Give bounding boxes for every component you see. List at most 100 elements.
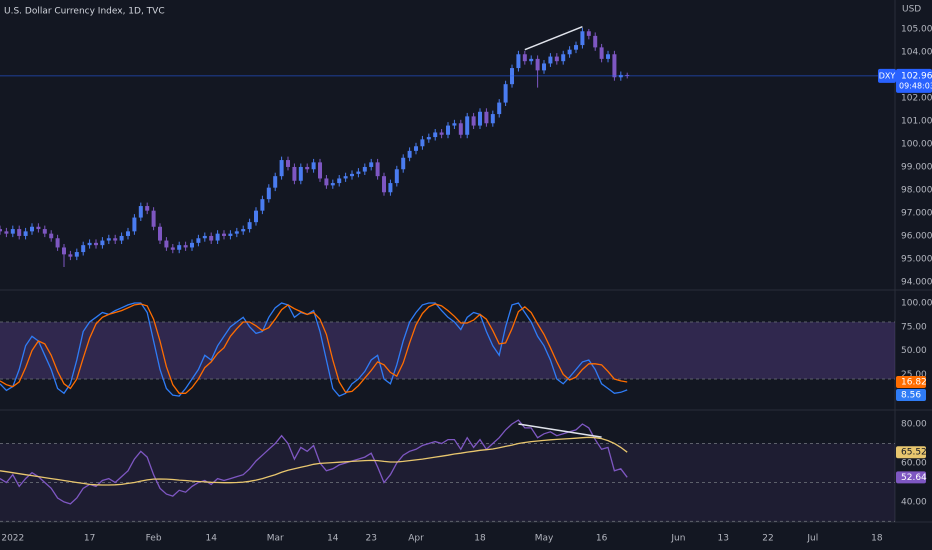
y-tick-label: 40.00 xyxy=(901,497,927,507)
candle-body xyxy=(625,74,630,76)
y-tick-label: 97.000 xyxy=(901,208,932,218)
candle-body xyxy=(279,160,284,177)
candle-body xyxy=(183,245,188,248)
y-tick-label: 25.00 xyxy=(901,370,927,380)
candle-body xyxy=(433,132,438,138)
candle-body xyxy=(247,222,252,230)
candle-body xyxy=(234,231,239,234)
candle-body xyxy=(55,238,60,248)
band-fill xyxy=(0,322,895,380)
candle-body xyxy=(561,54,566,62)
candle-body xyxy=(580,31,585,46)
price-label-box xyxy=(896,68,932,93)
candle-body xyxy=(266,187,271,200)
y-tick-label: 94.000 xyxy=(901,277,932,287)
candle-body xyxy=(273,176,278,188)
x-tick-label: 13 xyxy=(717,534,728,544)
candle-body xyxy=(158,226,163,241)
series-line xyxy=(0,303,628,394)
candle-body xyxy=(548,56,553,64)
y-tick-label: 96.000 xyxy=(901,231,932,241)
x-tick-label: 18 xyxy=(871,534,883,544)
x-tick-label: 18 xyxy=(474,534,486,544)
candle-body xyxy=(196,238,201,243)
y-tick-label: 105.000 xyxy=(901,24,932,34)
trend-line xyxy=(518,423,602,438)
x-tick-label: Apr xyxy=(408,534,424,544)
candle-body xyxy=(30,226,35,232)
x-tick-label: 23 xyxy=(365,534,376,544)
y-tick-label: 50.00 xyxy=(901,346,927,356)
last-value-label: 65.52 xyxy=(901,448,927,458)
x-tick-label: Jul xyxy=(806,534,818,544)
candle-body xyxy=(529,58,534,62)
candle-body xyxy=(311,162,316,170)
candle-body xyxy=(599,47,604,59)
candle-body xyxy=(484,111,489,124)
candle-body xyxy=(49,233,54,239)
y-tick-label: 98.000 xyxy=(901,185,932,195)
y-tick-label: 80.00 xyxy=(901,420,927,430)
candle-body xyxy=(490,114,495,124)
candle-body xyxy=(318,162,323,179)
x-tick-label: 14 xyxy=(205,534,217,544)
price-label: 102.960 xyxy=(901,71,932,81)
candle-body xyxy=(202,235,207,239)
candle-body xyxy=(356,171,361,174)
candle-body xyxy=(106,238,111,241)
candle-body xyxy=(369,162,374,167)
candle-body xyxy=(343,176,348,179)
candle-body xyxy=(113,238,118,241)
candle-body xyxy=(567,49,572,55)
y-tick-label: 101.000 xyxy=(901,116,932,126)
candle-body xyxy=(164,240,169,248)
candle-body xyxy=(426,137,431,140)
candle-body xyxy=(382,176,387,193)
candle-body xyxy=(458,123,463,135)
candle-body xyxy=(554,56,559,62)
candle-body xyxy=(446,125,451,135)
x-tick-label: 17 xyxy=(84,534,95,544)
candle-body xyxy=(215,233,220,241)
last-value-label: 16.82 xyxy=(901,378,927,388)
candle-body xyxy=(362,166,367,172)
candle-body xyxy=(170,247,175,250)
y-tick-label: 100.00 xyxy=(901,299,932,309)
candle-body xyxy=(497,102,502,115)
last-value-box xyxy=(896,376,926,389)
candle-body xyxy=(151,210,156,227)
candle-body xyxy=(375,162,380,177)
candle-body xyxy=(401,157,406,170)
candle-body xyxy=(330,183,335,186)
candle-body xyxy=(465,116,470,135)
candle-body xyxy=(612,54,617,78)
candle-body xyxy=(177,245,182,250)
candle-body xyxy=(535,58,540,71)
candle-body xyxy=(407,150,412,158)
series-line xyxy=(0,302,628,397)
candle-body xyxy=(439,132,444,135)
x-tick-label: 14 xyxy=(327,534,339,544)
candle-body xyxy=(23,231,28,236)
x-tick-label: Mar xyxy=(267,534,284,544)
y-tick-label: 99.000 xyxy=(901,162,932,172)
last-value-box xyxy=(896,389,926,402)
candle-body xyxy=(100,240,105,246)
last-value-label: 8.56 xyxy=(901,391,921,401)
candle-body xyxy=(593,35,598,48)
candle-body xyxy=(228,233,233,236)
y-tick-label: 95.000 xyxy=(901,254,932,264)
candle-body xyxy=(94,242,99,246)
candle-body xyxy=(209,235,214,241)
candle-body xyxy=(522,54,527,62)
last-value-box xyxy=(896,471,926,484)
countdown: 09:48:03 xyxy=(899,81,932,90)
symbol-box xyxy=(878,68,896,83)
candle-body xyxy=(586,31,591,36)
candle-body xyxy=(62,247,67,255)
symbol-label: DXY xyxy=(879,71,896,80)
series-line xyxy=(0,436,628,486)
x-tick-label: 16 xyxy=(596,534,608,544)
candle-body xyxy=(606,54,611,59)
